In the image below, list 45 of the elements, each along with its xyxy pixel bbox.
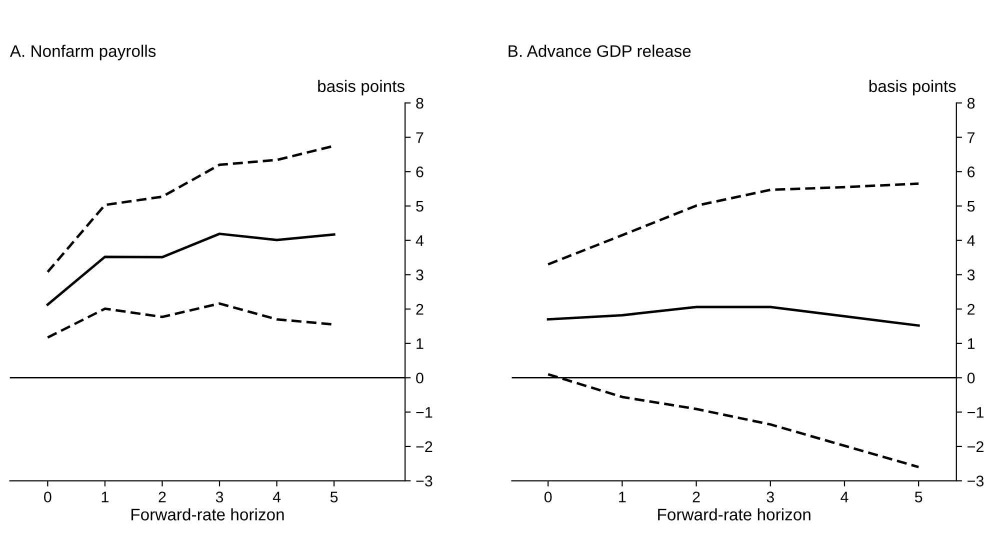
x-axis-title: Forward-rate horizon (658, 508, 810, 520)
chart-title: B. Advance GDP release (508, 44, 691, 57)
y-tick-label: −2 (968, 441, 984, 452)
y-tick-label: 4 (967, 235, 975, 246)
y-tick-label: 3 (967, 270, 975, 280)
y-tick-label: 5 (967, 201, 975, 212)
y-tick-label: 5 (416, 201, 424, 212)
y-axis-title: basis points (869, 80, 956, 96)
y-tick-label: 3 (416, 270, 424, 280)
y-tick-label: 0 (416, 372, 424, 384)
x-tick-label: 2 (158, 492, 166, 502)
x-tick-label: 1 (102, 492, 108, 502)
y-tick-label: 4 (416, 235, 424, 246)
x-tick-label: 5 (914, 492, 922, 502)
y-tick-label: 7 (968, 132, 975, 143)
y-tick-label: 8 (967, 98, 975, 109)
y-tick-label: −1 (968, 407, 984, 418)
x-axis-title: Forward-rate horizon (132, 508, 284, 520)
y-tick-label: 6 (416, 166, 424, 178)
x-tick-label: 2 (692, 492, 700, 502)
y-tick-label: 8 (416, 98, 424, 109)
y-tick-label: −3 (968, 476, 984, 486)
y-tick-label: 1 (968, 338, 975, 349)
y-tick-label: 1 (416, 338, 424, 349)
x-tick-label: 3 (216, 492, 224, 502)
line-series (546, 182, 920, 266)
line-series (546, 306, 920, 327)
x-tick-label: 0 (544, 492, 552, 502)
x-tick-label: 4 (272, 492, 281, 502)
x-tick-label: 1 (619, 492, 626, 502)
y-tick-label: −3 (416, 476, 432, 486)
y-tick-label: −1 (416, 407, 432, 418)
y-tick-label: 2 (968, 304, 975, 315)
y-tick-label: 6 (968, 166, 975, 178)
y-tick-label: 0 (967, 372, 975, 384)
x-tick-label: 3 (766, 492, 774, 502)
x-tick-label: 4 (840, 492, 848, 502)
line-series (46, 232, 336, 306)
y-axis-title: basis points (318, 80, 404, 96)
y-tick-label: −2 (416, 441, 432, 452)
x-tick-label: 5 (330, 492, 338, 502)
x-tick-label: 0 (44, 492, 52, 502)
y-tick-label: 7 (416, 132, 424, 143)
chart-title: A. Nonfarm payrolls (10, 44, 156, 60)
y-tick-label: 2 (416, 304, 424, 315)
